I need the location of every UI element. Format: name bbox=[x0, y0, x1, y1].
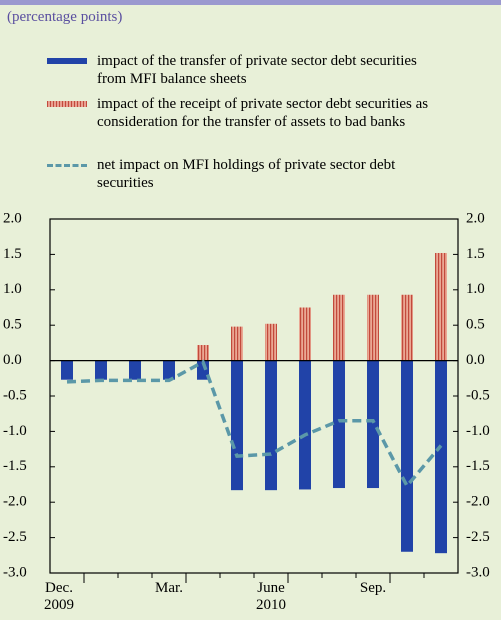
y-tick-label: 2.0 bbox=[3, 210, 22, 226]
legend-swatch bbox=[47, 164, 87, 167]
y2-tick-label: -1.5 bbox=[466, 458, 490, 474]
bar bbox=[163, 360, 175, 380]
x-tick-label: Sep. bbox=[360, 580, 386, 596]
y2-tick-label: 2.0 bbox=[466, 210, 485, 226]
bar bbox=[333, 294, 345, 361]
y2-tick-label: -2.0 bbox=[466, 494, 490, 510]
bar bbox=[333, 360, 345, 489]
bar bbox=[95, 360, 107, 380]
legend-item: net impact on MFI holdings of private se… bbox=[47, 156, 442, 192]
y-tick-label: -1.5 bbox=[3, 458, 27, 474]
y-tick-label: -2.5 bbox=[3, 529, 27, 545]
bar bbox=[231, 360, 243, 491]
y-tick-label: -1.0 bbox=[3, 423, 27, 439]
bar bbox=[367, 294, 379, 361]
y2-tick-label: 1.5 bbox=[466, 246, 485, 262]
top-bar bbox=[0, 0, 501, 5]
legend-label: impact of the receipt of private sector … bbox=[97, 96, 429, 130]
net-line bbox=[66, 359, 443, 490]
y2-tick-label: -2.5 bbox=[466, 529, 490, 545]
bar bbox=[129, 360, 141, 380]
y-tick-label: 0.5 bbox=[3, 317, 22, 333]
y-tick-label: 1.5 bbox=[3, 246, 22, 262]
y2-tick-label: -3.0 bbox=[466, 564, 490, 580]
subtitle: (percentage points) bbox=[7, 9, 123, 25]
y-tick-label: 1.0 bbox=[3, 281, 22, 297]
bar bbox=[265, 323, 277, 361]
legend-label: impact of the transfer of private sector… bbox=[97, 53, 417, 87]
bar bbox=[435, 360, 447, 554]
bar bbox=[435, 252, 447, 361]
x-tick-label: June 2010 bbox=[256, 580, 286, 613]
bar bbox=[265, 360, 277, 491]
y-tick-label: -3.0 bbox=[3, 564, 27, 580]
legend-item: impact of the transfer of private sector… bbox=[47, 52, 442, 88]
legend-swatch bbox=[47, 58, 87, 64]
bar bbox=[299, 307, 311, 361]
bar bbox=[61, 360, 73, 380]
y2-tick-label: -0.5 bbox=[466, 387, 490, 403]
plot-frame bbox=[49, 218, 459, 574]
y2-tick-label: 0.0 bbox=[466, 352, 485, 368]
x-tick-label: Dec. 2009 bbox=[44, 580, 74, 613]
y2-tick-label: 0.5 bbox=[466, 317, 485, 333]
y-tick-label: 0.0 bbox=[3, 352, 22, 368]
bar bbox=[401, 360, 413, 552]
x-tick-label: Mar. bbox=[155, 580, 183, 596]
legend-label: net impact on MFI holdings of private se… bbox=[97, 157, 396, 191]
y2-tick-label: -1.0 bbox=[466, 423, 490, 439]
bar bbox=[367, 360, 379, 489]
y2-tick-label: 1.0 bbox=[466, 281, 485, 297]
bar bbox=[401, 294, 413, 361]
y-tick-label: -2.0 bbox=[3, 494, 27, 510]
bar bbox=[197, 345, 209, 361]
legend-item: impact of the receipt of private sector … bbox=[47, 95, 442, 131]
bar bbox=[299, 360, 311, 490]
y-tick-label: -0.5 bbox=[3, 387, 27, 403]
legend-swatch bbox=[47, 101, 87, 107]
bar bbox=[231, 326, 243, 361]
